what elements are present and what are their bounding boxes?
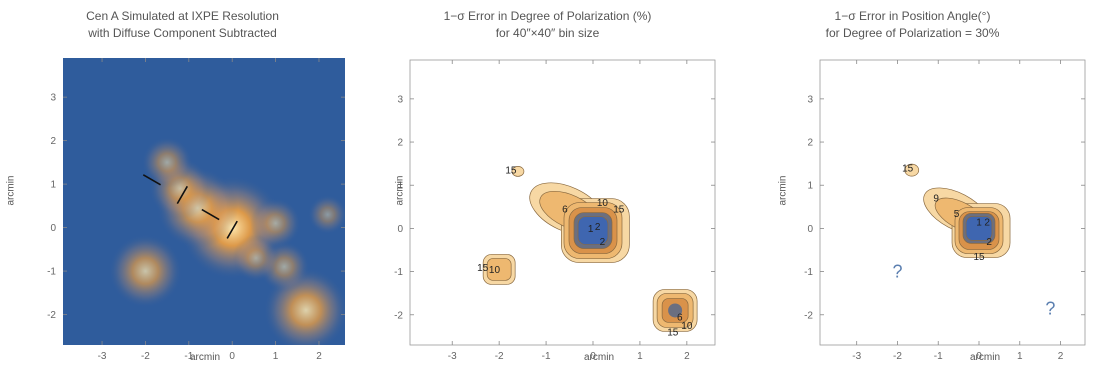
- y-axis-label: arcmin: [777, 175, 789, 206]
- contour-label: 15: [667, 328, 679, 339]
- x-tick-label: 0: [229, 351, 235, 362]
- x-axis-label: arcmin: [970, 352, 1001, 363]
- y-tick-label: 1: [397, 181, 403, 192]
- contour-label: 15: [613, 204, 625, 215]
- y-tick-label: 0: [397, 224, 403, 235]
- contour-15: [904, 163, 920, 177]
- y-tick-label: 1: [807, 181, 813, 192]
- chart-title: 1−σ Error in Degree of Polarization (%): [443, 9, 652, 23]
- contour-label: 2: [595, 222, 601, 233]
- polarization-vector: [176, 185, 189, 205]
- contour-label: 6: [562, 204, 568, 215]
- x-tick-label: -2: [495, 351, 504, 362]
- x-tick-label: -1: [934, 351, 943, 362]
- polarization-vector: [142, 174, 161, 186]
- x-tick-label: 0: [590, 351, 596, 362]
- x-tick-label: 2: [316, 351, 322, 362]
- contour-label: 2: [986, 237, 992, 248]
- y-tick-label: 0: [50, 223, 56, 234]
- panel-cen-a-image: Cen A Simulated at IXPE Resolution with …: [0, 0, 365, 370]
- x-tick-label: 1: [1017, 351, 1023, 362]
- y-tick-label: -1: [394, 267, 403, 278]
- y-axis-label: arcmin: [5, 175, 17, 206]
- y-tick-label: -2: [804, 310, 813, 321]
- panel-position-angle-error: 1−σ Error in Position Angle(°) for Degre…: [730, 0, 1095, 370]
- contour-label: 15: [973, 252, 985, 263]
- x-tick-label: -1: [542, 351, 551, 362]
- contour-label: 10: [597, 198, 609, 209]
- x-tick-label: -3: [98, 351, 107, 362]
- x-tick-label: 1: [637, 351, 643, 362]
- contour-1: [577, 216, 609, 245]
- x-tick-label: 0: [976, 351, 982, 362]
- plot-frame: [409, 59, 716, 346]
- heatmap-plot: -3 -2 -1 0 1 2 -2 -1 0 1 2 3: [47, 58, 345, 362]
- y-tick-label: -1: [47, 267, 56, 278]
- y-tick-label: -2: [394, 310, 403, 321]
- emission-blob: [108, 234, 183, 308]
- emission-blob: [307, 194, 345, 235]
- x-tick-label: 1: [273, 351, 279, 362]
- polarization-vector: [201, 208, 220, 221]
- x-tick-label: -3: [852, 351, 861, 362]
- contour-2: [668, 303, 683, 318]
- polarization-vector: [226, 220, 238, 239]
- x-tick-label: -2: [141, 351, 150, 362]
- contour-label: 2: [984, 217, 990, 228]
- y-tick-label: 2: [50, 136, 56, 147]
- y-tick-label: 3: [50, 93, 56, 104]
- x-tick-label: -1: [184, 351, 193, 362]
- contour-label: 1: [976, 217, 982, 228]
- contour-1: [965, 216, 993, 241]
- plot-frame: [819, 59, 1086, 346]
- question-mark: ?: [892, 262, 902, 282]
- emission-blob: [232, 234, 280, 282]
- chart-title: Cen A Simulated at IXPE Resolution: [86, 9, 279, 23]
- y-axis-label: arcmin: [394, 175, 406, 206]
- contour-label: 15: [902, 163, 914, 174]
- contour-label: 10: [489, 265, 501, 276]
- x-axis-label: arcmin: [584, 352, 615, 363]
- y-tick-label: 2: [807, 138, 813, 149]
- question-mark: ?: [1045, 298, 1055, 318]
- y-tick-label: 3: [807, 94, 813, 105]
- x-tick-label: 2: [1058, 351, 1064, 362]
- contour-label: 1: [588, 224, 594, 235]
- source-layer: [108, 136, 345, 345]
- y-tick-label: 1: [50, 180, 56, 191]
- x-tick-label: -2: [893, 351, 902, 362]
- y-tick-label: 2: [397, 138, 403, 149]
- chart-title: 1−σ Error in Position Angle(°): [834, 9, 991, 23]
- contour-label: 15: [505, 166, 517, 177]
- x-axis-label: arcmin: [190, 352, 221, 363]
- contour-label: 10: [681, 321, 693, 332]
- chart-subtitle: for Degree of Polarization = 30%: [825, 26, 1000, 40]
- x-tick-label: -3: [448, 351, 457, 362]
- contour-label: 9: [933, 194, 939, 205]
- chart-subtitle: for 40″×40″ bin size: [495, 26, 600, 40]
- contour-15: [511, 166, 525, 177]
- y-tick-label: -2: [47, 310, 56, 321]
- emission-blob: [141, 136, 193, 188]
- panel-polarization-degree-error: 1−σ Error in Degree of Polarization (%) …: [365, 0, 730, 370]
- contour-label: 2: [600, 237, 606, 248]
- y-tick-label: -1: [804, 267, 813, 278]
- y-tick-label: 0: [807, 224, 813, 235]
- contour-10: [486, 258, 512, 281]
- contour-label: 6: [677, 312, 683, 323]
- x-tick-label: 2: [684, 351, 690, 362]
- chart-subtitle: with Diffuse Component Subtracted: [88, 26, 277, 40]
- contour-label: 15: [477, 263, 489, 274]
- contour-label: 5: [954, 209, 960, 220]
- y-tick-label: 3: [397, 94, 403, 105]
